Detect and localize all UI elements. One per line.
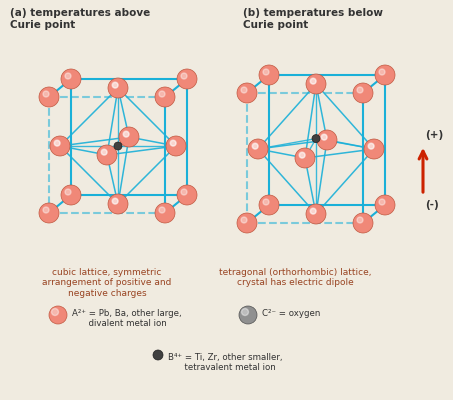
Circle shape (167, 137, 185, 155)
Circle shape (119, 127, 139, 147)
Circle shape (263, 69, 269, 75)
Circle shape (55, 141, 60, 146)
Circle shape (369, 144, 374, 149)
Text: B⁴⁺ = Ti, Zr, other smaller,
      tetravalent metal ion: B⁴⁺ = Ti, Zr, other smaller, tetravalent… (168, 353, 283, 372)
Circle shape (249, 140, 267, 158)
Circle shape (54, 140, 60, 146)
Circle shape (252, 143, 258, 149)
Circle shape (52, 308, 58, 316)
Circle shape (353, 83, 373, 103)
Circle shape (365, 140, 383, 158)
Circle shape (321, 134, 327, 140)
Circle shape (311, 78, 316, 84)
Circle shape (375, 195, 395, 215)
Circle shape (357, 87, 363, 93)
Circle shape (112, 198, 118, 204)
Circle shape (124, 132, 129, 137)
Circle shape (171, 141, 176, 146)
Circle shape (241, 217, 247, 223)
Text: A²⁺ = Pb, Ba, other large,
      divalent metal ion: A²⁺ = Pb, Ba, other large, divalent meta… (72, 309, 182, 328)
Circle shape (108, 78, 128, 98)
Circle shape (155, 203, 175, 223)
Circle shape (177, 185, 197, 205)
Text: (b) temperatures below
Curie point: (b) temperatures below Curie point (243, 8, 383, 30)
Circle shape (181, 189, 187, 195)
Circle shape (312, 134, 320, 143)
Circle shape (379, 199, 385, 205)
Circle shape (153, 350, 163, 360)
Circle shape (307, 205, 325, 223)
Circle shape (177, 69, 197, 89)
Text: C²⁻ = oxygen: C²⁻ = oxygen (262, 308, 320, 318)
Circle shape (51, 137, 69, 155)
Circle shape (364, 139, 384, 159)
Circle shape (50, 136, 70, 156)
Circle shape (311, 209, 316, 214)
Circle shape (295, 148, 315, 168)
Circle shape (108, 194, 128, 214)
Circle shape (43, 207, 49, 213)
Circle shape (296, 149, 314, 167)
Circle shape (237, 83, 257, 103)
Circle shape (159, 207, 165, 213)
Circle shape (259, 195, 279, 215)
Circle shape (97, 145, 117, 165)
Circle shape (101, 150, 107, 155)
Circle shape (306, 204, 326, 224)
Circle shape (237, 213, 257, 233)
Circle shape (123, 131, 129, 137)
Circle shape (98, 146, 116, 164)
Circle shape (113, 199, 118, 204)
Circle shape (310, 78, 316, 84)
Circle shape (65, 189, 71, 195)
Text: (-): (-) (425, 200, 439, 210)
Circle shape (43, 91, 49, 97)
Text: tetragonal (orthorhombic) lattice,
crystal has electric dipole: tetragonal (orthorhombic) lattice, cryst… (219, 268, 371, 287)
Circle shape (101, 149, 107, 155)
Text: cubic lattice, symmetric
arrangement of positive and
negative charges: cubic lattice, symmetric arrangement of … (42, 268, 172, 298)
Circle shape (61, 185, 81, 205)
Circle shape (307, 75, 325, 93)
Circle shape (318, 131, 336, 149)
Circle shape (357, 217, 363, 223)
Circle shape (368, 143, 374, 149)
Circle shape (353, 213, 373, 233)
Circle shape (61, 69, 81, 89)
Circle shape (109, 79, 127, 97)
Circle shape (49, 306, 67, 324)
Text: (+): (+) (425, 130, 443, 140)
Circle shape (263, 199, 269, 205)
Circle shape (306, 74, 326, 94)
Circle shape (375, 65, 395, 85)
Circle shape (65, 73, 71, 79)
Circle shape (241, 87, 247, 93)
Circle shape (310, 208, 316, 214)
Circle shape (259, 65, 279, 85)
Circle shape (109, 195, 127, 213)
Circle shape (159, 91, 165, 97)
Circle shape (322, 134, 327, 140)
Circle shape (253, 144, 258, 149)
Circle shape (181, 73, 187, 79)
Circle shape (170, 140, 176, 146)
Circle shape (39, 203, 59, 223)
Circle shape (155, 87, 175, 107)
Circle shape (299, 153, 305, 158)
Text: (a) temperatures above
Curie point: (a) temperatures above Curie point (10, 8, 150, 30)
Circle shape (120, 128, 138, 146)
Circle shape (317, 130, 337, 150)
Circle shape (166, 136, 186, 156)
Circle shape (112, 82, 118, 88)
Circle shape (241, 308, 249, 316)
Circle shape (113, 83, 118, 88)
Circle shape (39, 87, 59, 107)
Circle shape (239, 306, 257, 324)
Circle shape (114, 142, 122, 150)
Circle shape (379, 69, 385, 75)
Circle shape (248, 139, 268, 159)
Circle shape (299, 152, 305, 158)
